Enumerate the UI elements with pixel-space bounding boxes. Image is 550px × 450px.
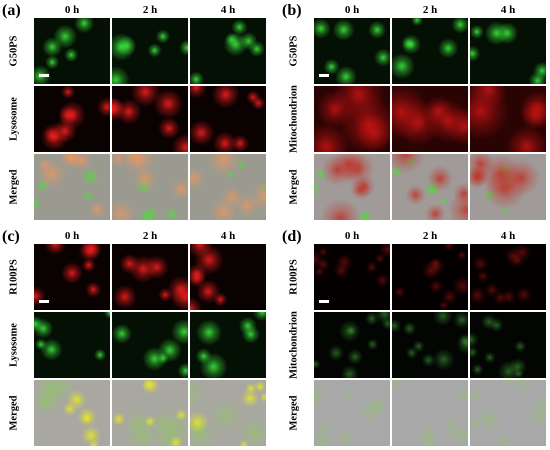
column-header: 4 h bbox=[500, 230, 516, 242]
row-label-text: G50PS bbox=[8, 35, 20, 67]
micrograph bbox=[392, 244, 468, 310]
column-header: 0 h bbox=[64, 230, 80, 242]
micrograph bbox=[314, 380, 390, 446]
scale-bar bbox=[39, 74, 49, 77]
column-header: 4 h bbox=[500, 4, 516, 16]
micrograph bbox=[190, 312, 266, 378]
micrograph bbox=[470, 312, 546, 378]
micrograph bbox=[314, 312, 390, 378]
scale-bar bbox=[319, 74, 329, 77]
scale-bar bbox=[319, 300, 329, 303]
micrograph bbox=[470, 380, 546, 446]
micrograph bbox=[190, 86, 266, 152]
row-label-text: Lysosome bbox=[8, 97, 20, 141]
panel-label: (a) bbox=[2, 2, 21, 19]
row-label-text: R100PS bbox=[288, 259, 300, 295]
micrograph bbox=[392, 312, 468, 378]
row-label-text: Merged bbox=[8, 169, 20, 205]
row-label-text: Mitochondrion bbox=[288, 311, 300, 379]
micrograph bbox=[392, 18, 468, 84]
micrograph bbox=[34, 86, 110, 152]
micrograph bbox=[112, 154, 188, 220]
micrograph bbox=[112, 244, 188, 310]
panel-label: (c) bbox=[2, 228, 20, 245]
micrograph bbox=[392, 380, 468, 446]
column-header: 2 h bbox=[422, 4, 438, 16]
micrograph bbox=[314, 86, 390, 152]
row-label-text: G50PS bbox=[288, 35, 300, 67]
row-label-text: Merged bbox=[288, 169, 300, 205]
column-header: 2 h bbox=[142, 4, 158, 16]
micrograph bbox=[314, 18, 390, 84]
row-label-text: Merged bbox=[8, 395, 20, 431]
micrograph bbox=[34, 18, 110, 84]
panel: (d) 0 h 2 h 4 h R100PS Mitochondrion Merged bbox=[282, 228, 550, 450]
micrograph bbox=[112, 18, 188, 84]
micrograph bbox=[190, 18, 266, 84]
panel-label: (d) bbox=[282, 228, 302, 245]
panel-label: (b) bbox=[282, 2, 302, 19]
panel: (a) 0 h 2 h 4 h G50PS Lysosome Merged bbox=[2, 2, 270, 224]
panel: (b) 0 h 2 h 4 h G50PS Mitochondrion Merged bbox=[282, 2, 550, 224]
micrograph bbox=[314, 154, 390, 220]
micrograph bbox=[112, 380, 188, 446]
column-header: 2 h bbox=[142, 230, 158, 242]
micrograph bbox=[190, 154, 266, 220]
row-label-text: Merged bbox=[288, 395, 300, 431]
micrograph bbox=[34, 154, 110, 220]
column-header: 0 h bbox=[64, 4, 80, 16]
micrograph bbox=[112, 312, 188, 378]
micrograph bbox=[392, 154, 468, 220]
micrograph bbox=[34, 312, 110, 378]
scale-bar bbox=[39, 300, 49, 303]
column-header: 2 h bbox=[422, 230, 438, 242]
row-label-text: Mitochondrion bbox=[288, 85, 300, 153]
micrograph bbox=[34, 380, 110, 446]
micrograph bbox=[34, 244, 110, 310]
micrograph bbox=[470, 18, 546, 84]
panel: (c) 0 h 2 h 4 h R100PS Lysosome Merged bbox=[2, 228, 270, 450]
micrograph bbox=[392, 86, 468, 152]
micrograph bbox=[190, 380, 266, 446]
row-label-text: R100PS bbox=[8, 259, 20, 295]
micrograph bbox=[470, 86, 546, 152]
micrograph bbox=[470, 154, 546, 220]
column-header: 4 h bbox=[220, 230, 236, 242]
micrograph bbox=[190, 244, 266, 310]
row-label-text: Lysosome bbox=[8, 323, 20, 367]
micrograph bbox=[112, 86, 188, 152]
micrograph bbox=[314, 244, 390, 310]
column-header: 0 h bbox=[344, 4, 360, 16]
column-header: 4 h bbox=[220, 4, 236, 16]
micrograph bbox=[470, 244, 546, 310]
column-header: 0 h bbox=[344, 230, 360, 242]
